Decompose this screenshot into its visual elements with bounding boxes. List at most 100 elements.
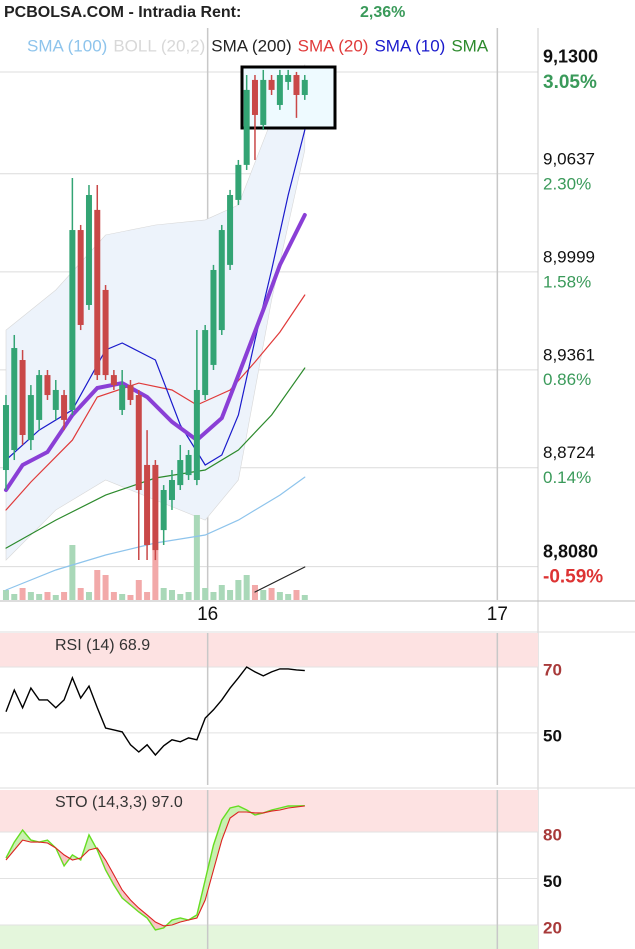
oscillator-fill: [221, 807, 231, 841]
volume-bar: [119, 594, 126, 600]
oscillator-fill: [72, 854, 81, 861]
overbought-zone: [0, 633, 538, 667]
y-tick-label: 8,9361: [543, 345, 595, 364]
volume-bar: [144, 592, 151, 600]
candle-body: [243, 89, 250, 165]
volume-bar: [235, 580, 242, 600]
candle-body: [152, 464, 159, 551]
oscillator-fill: [230, 805, 239, 819]
volume-bar: [77, 588, 84, 600]
volume-bar: [2, 590, 9, 600]
legend-entry: SMA: [451, 36, 489, 55]
candle-body: [160, 489, 167, 531]
candle-body: [251, 79, 258, 115]
y-tick-label: 20: [543, 918, 562, 937]
candle-body: [44, 375, 51, 396]
candle-body: [85, 195, 92, 306]
volume-bar: [227, 590, 234, 600]
y-tick-label: 8,9999: [543, 247, 595, 266]
volume-bar: [218, 585, 225, 600]
volume-bar: [135, 580, 142, 600]
legend-entry: SMA (100): [27, 36, 107, 55]
y-tick-label: 50: [543, 726, 562, 745]
volume-bar: [44, 592, 51, 600]
volume-bar: [210, 592, 217, 600]
candle-body: [260, 79, 267, 125]
candle-body: [77, 230, 84, 325]
y-tick-label: 50: [543, 872, 562, 891]
oscillator-fill: [205, 845, 214, 901]
candle-body: [268, 79, 275, 90]
y2-tick-label: -0.59%: [543, 567, 603, 588]
volume-bar: [160, 588, 167, 600]
volume-bar: [185, 592, 192, 600]
candle-body: [193, 389, 200, 481]
y-tick-label: 9,1300: [543, 47, 598, 67]
y-tick-label: 80: [543, 825, 562, 844]
candle-body: [144, 464, 151, 545]
candle-body: [19, 360, 26, 435]
x-tick-label: 17: [487, 604, 508, 625]
volume-bar: [285, 594, 292, 600]
indicator-line: [5, 666, 305, 757]
candle-body: [285, 75, 292, 82]
volume-bar: [127, 595, 134, 600]
volume-bar: [202, 588, 209, 600]
candle-body: [127, 385, 134, 400]
candle-body: [293, 75, 300, 95]
candle-body: [218, 230, 225, 331]
candle-body: [135, 395, 142, 490]
volume-bar: [27, 592, 34, 600]
y2-tick-label: 1.58%: [543, 272, 591, 291]
moving-average-line: [5, 294, 306, 511]
candle-body: [202, 330, 209, 396]
volume-bar: [110, 592, 117, 600]
y-tick-label: 9,0637: [543, 149, 595, 168]
candle-body: [110, 375, 117, 386]
volume-bar: [94, 570, 101, 600]
indicator-title: STO (14,3,3) 97.0: [55, 794, 183, 811]
volume-bar: [293, 590, 300, 600]
header-title: PCBOLSA.COM - Intradia Rent:: [4, 4, 241, 21]
candle-body: [168, 480, 175, 500]
volume-bar: [268, 588, 275, 600]
legend-entry: BOLL (20,2): [113, 36, 205, 55]
candle-body: [2, 405, 9, 471]
candle-body: [102, 289, 109, 376]
volume-bar: [69, 545, 76, 600]
candle-body: [52, 389, 59, 410]
volume-bar: [61, 592, 68, 600]
oversold-zone: [0, 924, 538, 949]
volume-bar: [301, 595, 308, 600]
volume-bar: [19, 588, 26, 600]
y-tick-label: 8,8080: [543, 541, 598, 561]
oscillator-fill: [105, 860, 114, 885]
candle-body: [11, 348, 18, 451]
candle-body: [235, 164, 242, 200]
moving-average-line: [4, 213, 307, 492]
volume-bar: [168, 590, 175, 600]
volume-bar: [260, 590, 267, 600]
oscillator-fill: [122, 889, 131, 905]
candle-body: [210, 269, 217, 365]
candle-body: [301, 79, 308, 95]
y2-tick-label: 0.14%: [543, 468, 591, 487]
candle-body: [276, 75, 283, 105]
volume-bar: [85, 592, 92, 600]
volume-bar: [36, 594, 43, 600]
candle-body: [61, 395, 68, 420]
volume-bar: [102, 575, 109, 600]
indicator-line: [5, 805, 305, 927]
header-change: 2,36%: [360, 4, 405, 21]
volume-bar: [52, 595, 59, 600]
y2-tick-label: 0.86%: [543, 370, 591, 389]
legend-entry: SMA (20): [298, 36, 369, 55]
oscillator-fill: [138, 908, 148, 919]
y2-tick-label: 2.30%: [543, 174, 591, 193]
volume-bar: [152, 550, 159, 600]
candle-body: [94, 209, 101, 376]
candle-body: [185, 454, 192, 476]
y2-tick-label: 3.05%: [543, 72, 597, 93]
moving-average-line: [254, 566, 306, 593]
